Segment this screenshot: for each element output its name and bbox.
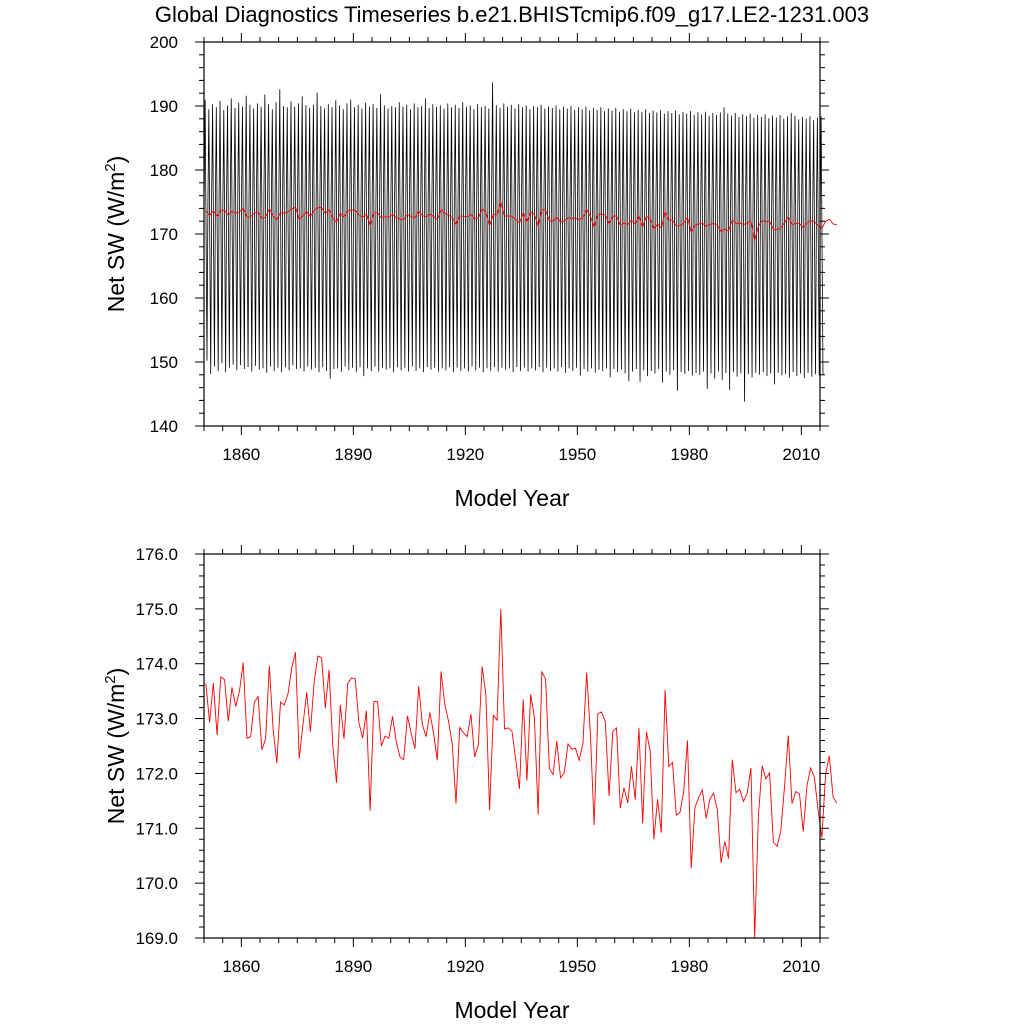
x-tick-label: 1920: [446, 445, 484, 464]
y-tick-label: 170.0: [135, 874, 178, 893]
x-axis-title: Model Year: [454, 485, 569, 511]
top-panel: 1860 1890 1920 1950 1980 2010 140 150 160 170 180 1…: [102, 33, 837, 511]
series-annual-mean-overlay: [205, 200, 837, 241]
y-tick-label: 180: [150, 161, 178, 180]
y-tick-label: 160: [150, 289, 178, 308]
y-tick-label: 173.0: [135, 710, 178, 729]
x-axis-title: Model Year: [454, 997, 569, 1023]
y-axis-title-close: ): [103, 156, 129, 164]
bottom-panel: 1860 1890 1920 1950 1980 2010 169.0 170.0 171.0 1…: [102, 545, 838, 1023]
x-tick-label: 1920: [446, 957, 484, 976]
plot-frame: [203, 553, 821, 939]
x-tick-label: 1860: [222, 957, 260, 976]
y-axis-title: Net SW (W/m2): [102, 668, 129, 825]
y-tick-label: 200: [150, 33, 178, 52]
y-axis-title-close: ): [103, 668, 129, 676]
y-tick-label: 170: [150, 225, 178, 244]
y-axis-title-superscript: 2: [102, 675, 119, 683]
x-tick-label: 1860: [222, 445, 260, 464]
y-axis-title-main: Net SW (W/m: [103, 684, 129, 825]
y-tick-label: 172.0: [135, 764, 178, 783]
x-tick-label: 1950: [558, 957, 596, 976]
x-tick-label: 1890: [334, 957, 372, 976]
x-tick-label: 1890: [334, 445, 372, 464]
y-axis-title-main: Net SW (W/m: [103, 172, 129, 313]
y-axis-title-superscript: 2: [102, 163, 119, 171]
y-tick-label: 190: [150, 97, 178, 116]
x-tick-label: 1950: [558, 445, 596, 464]
x-tick-label: 2010: [782, 957, 820, 976]
y-tick-label: 150: [150, 353, 178, 372]
x-tick-label: 2010: [782, 445, 820, 464]
x-tick-label: 1980: [670, 957, 708, 976]
series-annual-mean-line: [205, 608, 838, 939]
y-tick-label: 171.0: [135, 819, 178, 838]
x-tick-label: 1980: [670, 445, 708, 464]
y-tick-label: 175.0: [135, 600, 178, 619]
y-axis-title: Net SW (W/m2): [102, 156, 129, 313]
y-tick-label: 174.0: [135, 655, 178, 674]
series-monthly-line: [203, 82, 824, 402]
y-tick-label: 140: [150, 417, 178, 436]
chart-title: Global Diagnostics Timeseries b.e21.BHIS…: [155, 2, 869, 27]
y-tick-label: 176.0: [135, 545, 178, 564]
y-tick-label: 169.0: [135, 929, 178, 948]
